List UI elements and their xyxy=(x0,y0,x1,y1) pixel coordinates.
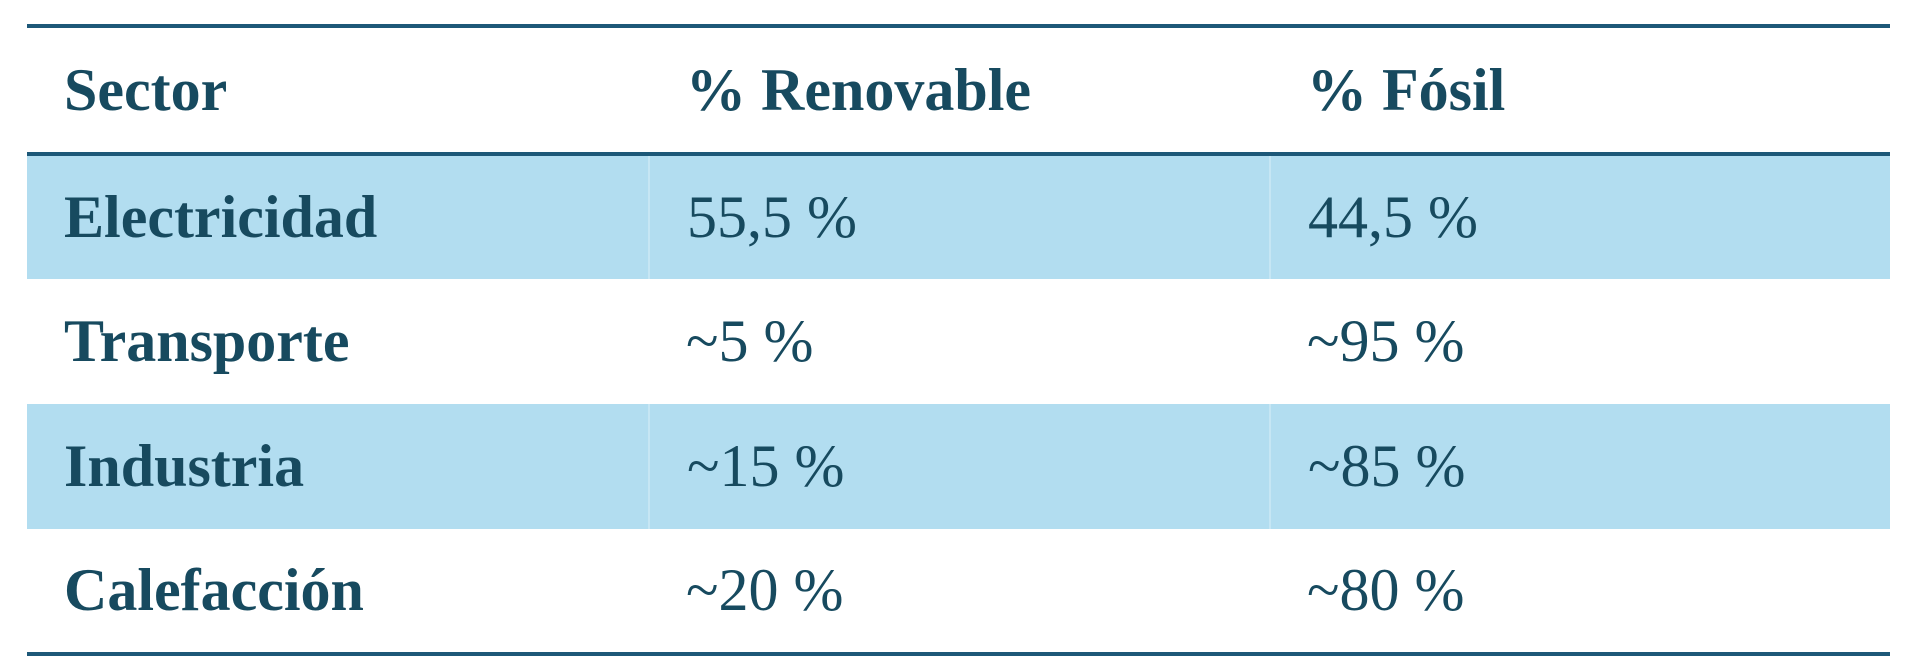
header-cell: % Renovable xyxy=(686,56,1031,123)
header-cell: Sector xyxy=(64,56,228,123)
sector-cell: Transporte xyxy=(64,308,350,374)
value-cell: ~15 % xyxy=(648,404,1270,529)
table-row: Transporte ~5 % ~95 % xyxy=(27,279,1890,404)
data-table: Sector % Renovable % Fósil Electricidad 5… xyxy=(27,24,1890,656)
header-cell: % Fósil xyxy=(1307,56,1506,123)
table-row: Calefacción ~20 % ~80 % xyxy=(27,529,1890,654)
header-row: Sector % Renovable % Fósil xyxy=(27,26,1890,154)
table-row: Electricidad 55,5 % 44,5 % xyxy=(27,154,1890,279)
table-row: Industria ~15 % ~85 % xyxy=(27,404,1890,529)
value-cell: 55,5 % xyxy=(648,154,1270,279)
value-cell: ~5 % xyxy=(686,308,814,374)
sector-cell: Industria xyxy=(27,404,649,529)
value-cell: ~85 % xyxy=(1269,404,1890,529)
table-header: Sector % Renovable % Fósil xyxy=(27,26,1890,154)
value-cell: ~80 % xyxy=(1307,557,1465,623)
value-cell: ~20 % xyxy=(686,557,844,623)
table-body: Electricidad 55,5 % 44,5 % Transporte ~5 % ~9… xyxy=(27,154,1890,654)
value-cell: 44,5 % xyxy=(1269,154,1890,279)
value-cell: ~95 % xyxy=(1307,308,1465,374)
sector-cell: Electricidad xyxy=(27,154,649,279)
sector-cell: Calefacción xyxy=(64,557,364,623)
